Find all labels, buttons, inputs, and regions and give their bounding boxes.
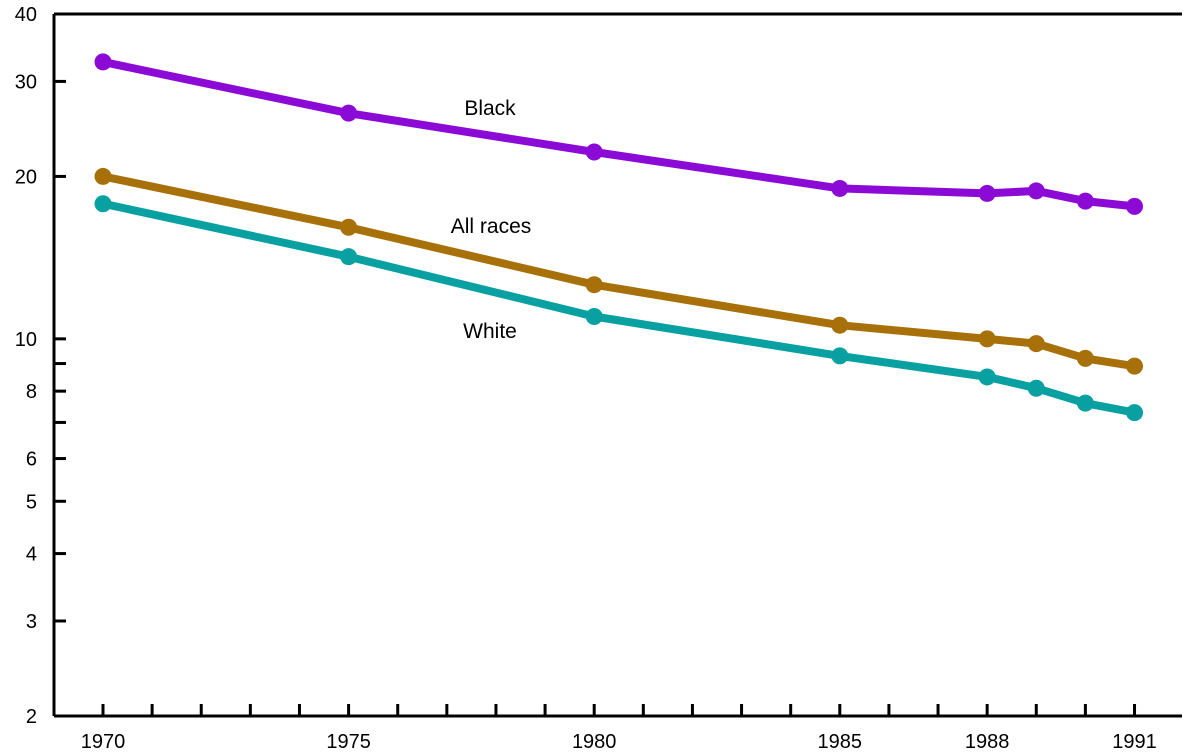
x-tick-label: 1970 (81, 731, 126, 753)
data-point-white (340, 248, 358, 266)
series-layer: Black All races White (94, 53, 1144, 422)
data-point-all-races (585, 276, 603, 294)
axes (52, 12, 1182, 718)
x-tick-label: 1975 (326, 731, 371, 753)
data-point-black (831, 179, 849, 197)
data-point-all-races (831, 316, 849, 334)
y-tick-label: 30 (15, 71, 37, 93)
series-line-white (99, 199, 1139, 417)
data-point-all-races (340, 218, 358, 236)
y-tick-label: 10 (15, 329, 37, 351)
data-point-white (94, 195, 112, 213)
series-label-all-races: All races (451, 215, 532, 238)
data-point-all-races (1027, 335, 1045, 353)
data-point-black (1027, 182, 1045, 200)
y-tick-label: 2 (26, 706, 37, 728)
x-tick-label: 1985 (818, 731, 863, 753)
x-tick-label: 1988 (965, 731, 1010, 753)
data-point-black (585, 143, 603, 161)
data-point-all-races (94, 167, 112, 185)
series-line-all-races (99, 172, 1139, 371)
series-label-black: Black (464, 97, 516, 120)
y-tick-label: 4 (26, 544, 37, 566)
data-point-white (831, 347, 849, 365)
x-tick-label: 1980 (572, 731, 617, 753)
y-tick-label: 6 (26, 449, 37, 471)
x-axis-ticks: 1970 1975 1980 1985 1988 1991 (81, 704, 1157, 753)
data-point-all-races (978, 330, 996, 348)
data-point-white (1076, 394, 1094, 412)
y-tick-label: 40 (15, 4, 37, 26)
series-all-races: All races (94, 167, 1144, 375)
data-point-white (1126, 404, 1144, 422)
x-tick-label: 1991 (1112, 731, 1157, 753)
data-point-black (94, 53, 112, 71)
data-point-black (978, 184, 996, 202)
series-black: Black (94, 53, 1144, 215)
data-point-white (1027, 379, 1045, 397)
data-point-white (978, 368, 996, 386)
y-axis-ticks: 2 3 4 5 6 8 10 20 30 40 (15, 4, 66, 728)
y-tick-label: 20 (15, 166, 37, 188)
y-tick-label: 5 (26, 491, 37, 513)
series-label-white: White (463, 320, 517, 343)
series-line-black (99, 57, 1139, 211)
data-point-all-races (1076, 349, 1094, 367)
data-point-white (585, 308, 603, 326)
data-point-all-races (1126, 357, 1144, 375)
data-point-black (1126, 197, 1144, 215)
data-point-black (1076, 192, 1094, 210)
data-point-black (340, 104, 358, 122)
series-white: White (94, 195, 1144, 422)
y-tick-label: 8 (26, 381, 37, 403)
y-tick-label: 3 (26, 611, 37, 633)
